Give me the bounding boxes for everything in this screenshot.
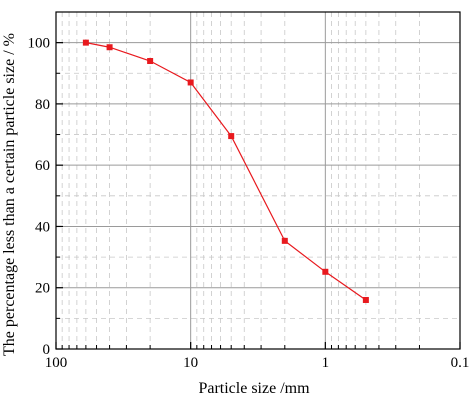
data-point bbox=[106, 44, 113, 51]
x-tick-label: 100 bbox=[45, 355, 68, 371]
major-grid bbox=[56, 12, 460, 349]
data-point bbox=[281, 237, 288, 244]
x-tick-label: 10 bbox=[183, 355, 198, 371]
data-point bbox=[228, 133, 235, 140]
x-tick-label: 1 bbox=[322, 355, 330, 371]
tick-labels: 100 10 1 0.1 0 20 40 60 80 100 bbox=[28, 36, 470, 371]
data-point bbox=[187, 79, 194, 86]
y-tick-label: 100 bbox=[28, 36, 51, 52]
x-axis-label: Particle size /mm bbox=[198, 380, 310, 397]
y-tick-label: 0 bbox=[43, 342, 51, 358]
y-tick-label: 60 bbox=[35, 158, 50, 174]
plot-frame bbox=[55, 11, 461, 350]
series-line bbox=[85, 42, 367, 301]
x-tick-label: 0.1 bbox=[451, 355, 470, 371]
minor-grid bbox=[56, 12, 460, 349]
data-point bbox=[362, 296, 369, 303]
y-tick-label: 40 bbox=[35, 219, 50, 235]
data-point bbox=[322, 268, 329, 275]
y-tick-label: 80 bbox=[35, 97, 50, 113]
axis-ticks bbox=[55, 42, 461, 350]
y-tick-label: 20 bbox=[35, 281, 50, 297]
data-point bbox=[147, 58, 154, 65]
data-point bbox=[82, 39, 89, 46]
series-layer bbox=[82, 39, 369, 303]
y-axis-label: The percentage less than a certain parti… bbox=[1, 33, 18, 356]
